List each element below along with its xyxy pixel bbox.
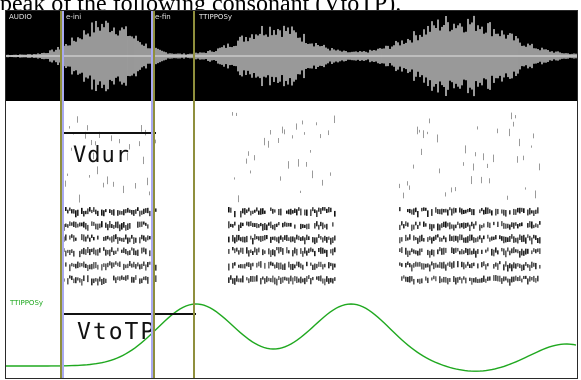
landmark-marker-ttipposy-peak[interactable]: [193, 11, 195, 378]
articulatory-viewer: AUDIO e-ini e-fin TTIPPOSy Vdur TTIPPOSy…: [5, 10, 578, 379]
trajectory-plot: [6, 303, 577, 372]
interval-marker-e-fin[interactable]: [151, 11, 153, 378]
ttipposy-trajectory-panel[interactable]: TTIPPOSy VtoTP: [6, 296, 577, 378]
marker-label-e-ini: e-ini: [66, 13, 82, 21]
landmark-marker-gend[interactable]: [153, 11, 155, 378]
marker-label-e-fin: e-fin: [155, 13, 171, 21]
spectrogram-panel[interactable]: Vdur: [6, 101, 577, 296]
vtotp-label: VtoTP: [77, 319, 157, 345]
trajectory-curve: [6, 303, 577, 372]
audio-track-label: AUDIO: [9, 13, 32, 21]
interval-marker-e-ini[interactable]: [62, 11, 64, 378]
trajectory-track-label: TTIPPOSy: [10, 299, 44, 307]
vdur-label: Vdur: [73, 143, 130, 168]
landmark-marker-gonset[interactable]: [60, 11, 62, 378]
figure-caption: peak of the following consonant (VtoTP).: [0, 0, 581, 10]
spectrogram-plot: [61, 112, 541, 286]
marker-label-ttipposy: TTIPPOSy: [199, 13, 233, 21]
audio-waveform-panel[interactable]: AUDIO e-ini e-fin TTIPPOSy: [6, 11, 577, 101]
waveform-plot: [6, 15, 577, 97]
